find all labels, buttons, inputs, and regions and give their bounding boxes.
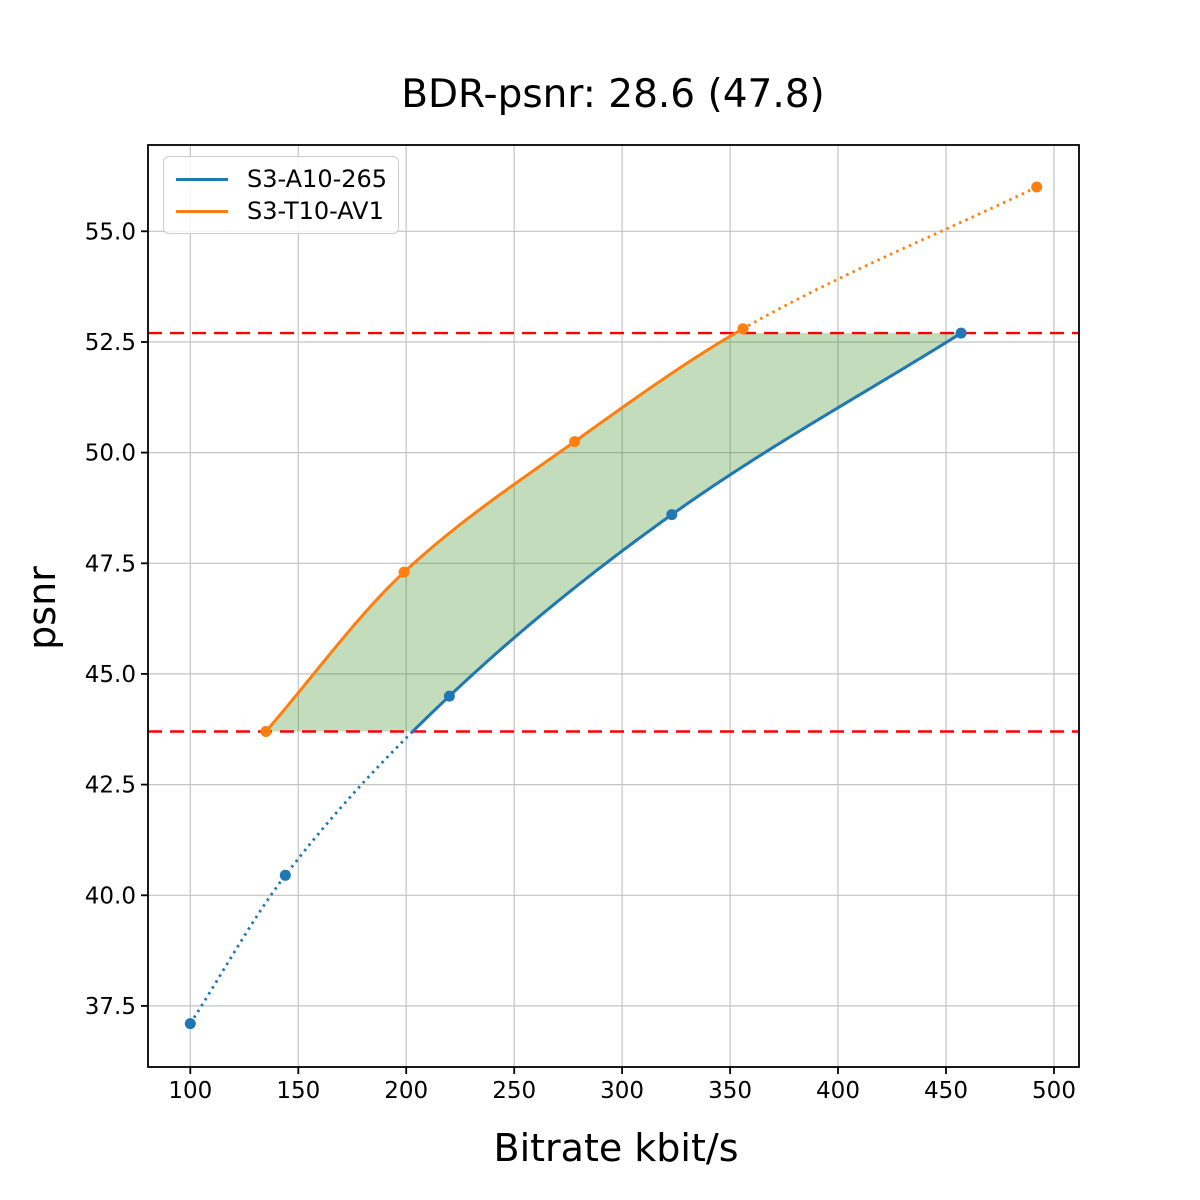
y-tick-label: 42.5 bbox=[85, 773, 136, 799]
x-tick-label: 100 bbox=[168, 1078, 212, 1104]
chart-title: BDR-psnr: 28.6 (47.8) bbox=[401, 72, 825, 117]
x-tick-label: 350 bbox=[708, 1078, 752, 1104]
series-S3-T10-AV1-point bbox=[398, 566, 410, 578]
reference-lines bbox=[148, 331, 1079, 733]
legend-item: S3-A10-265 bbox=[176, 165, 388, 193]
series-S3-A10-265-point bbox=[443, 690, 455, 702]
x-axis-label: Bitrate kbit/s bbox=[493, 1126, 739, 1170]
y-tick-label: 40.0 bbox=[85, 883, 136, 909]
grid bbox=[148, 145, 1079, 1067]
series-S3-T10-AV1-point bbox=[569, 436, 581, 448]
y-tick-label: 37.5 bbox=[85, 994, 136, 1020]
y-axis-label: psnr bbox=[20, 566, 64, 650]
series-S3-T10-AV1-point bbox=[260, 726, 272, 737]
series-S3-A10-265-point bbox=[184, 1018, 196, 1030]
series-S3-A10-265-point bbox=[955, 327, 967, 339]
x-tick-label: 250 bbox=[492, 1078, 536, 1104]
series-S3-T10-AV1-curve-solid bbox=[264, 331, 737, 733]
bd-overlap-region bbox=[265, 333, 962, 732]
y-tick-label: 52.5 bbox=[85, 330, 136, 356]
y-tick-label: 47.5 bbox=[85, 551, 136, 577]
y-tick-label: 50.0 bbox=[85, 441, 136, 467]
curves-solid bbox=[264, 331, 963, 733]
series-S3-T10-AV1-point bbox=[1031, 181, 1043, 193]
series-S3-A10-265-point bbox=[279, 869, 291, 881]
x-tick-label: 400 bbox=[816, 1078, 860, 1104]
x-tick-label: 150 bbox=[276, 1078, 320, 1104]
legend: S3-A10-265 S3-T10-AV1 bbox=[163, 156, 399, 234]
y-tick-label: 55.0 bbox=[85, 219, 136, 245]
plot-border bbox=[147, 144, 1080, 1068]
y-tick-label: 45.0 bbox=[85, 662, 136, 688]
legend-label-series-0: S3-A10-265 bbox=[247, 165, 388, 193]
x-tick-label: 200 bbox=[384, 1078, 428, 1104]
series-S3-A10-265-point bbox=[666, 509, 678, 521]
legend-line-swatch-series-0 bbox=[176, 177, 228, 181]
curves-dotted bbox=[189, 185, 1038, 1025]
legend-item: S3-T10-AV1 bbox=[176, 197, 386, 225]
x-tick-label: 500 bbox=[1032, 1078, 1076, 1104]
axes: 100 150 200 250 300 350 400 450 500 37.5 40.0 42.5 4… bbox=[85, 144, 1080, 1104]
x-tick-label: 450 bbox=[924, 1078, 968, 1104]
bd-overlap-fill bbox=[265, 333, 962, 732]
series-S3-T10-AV1-point bbox=[737, 323, 749, 335]
legend-label-series-1: S3-T10-AV1 bbox=[247, 197, 384, 225]
legend-line-swatch-series-1 bbox=[176, 209, 228, 213]
series-S3-A10-265-curve-solid bbox=[411, 331, 963, 733]
x-tick-label: 300 bbox=[600, 1078, 644, 1104]
data-points bbox=[184, 181, 1043, 1030]
